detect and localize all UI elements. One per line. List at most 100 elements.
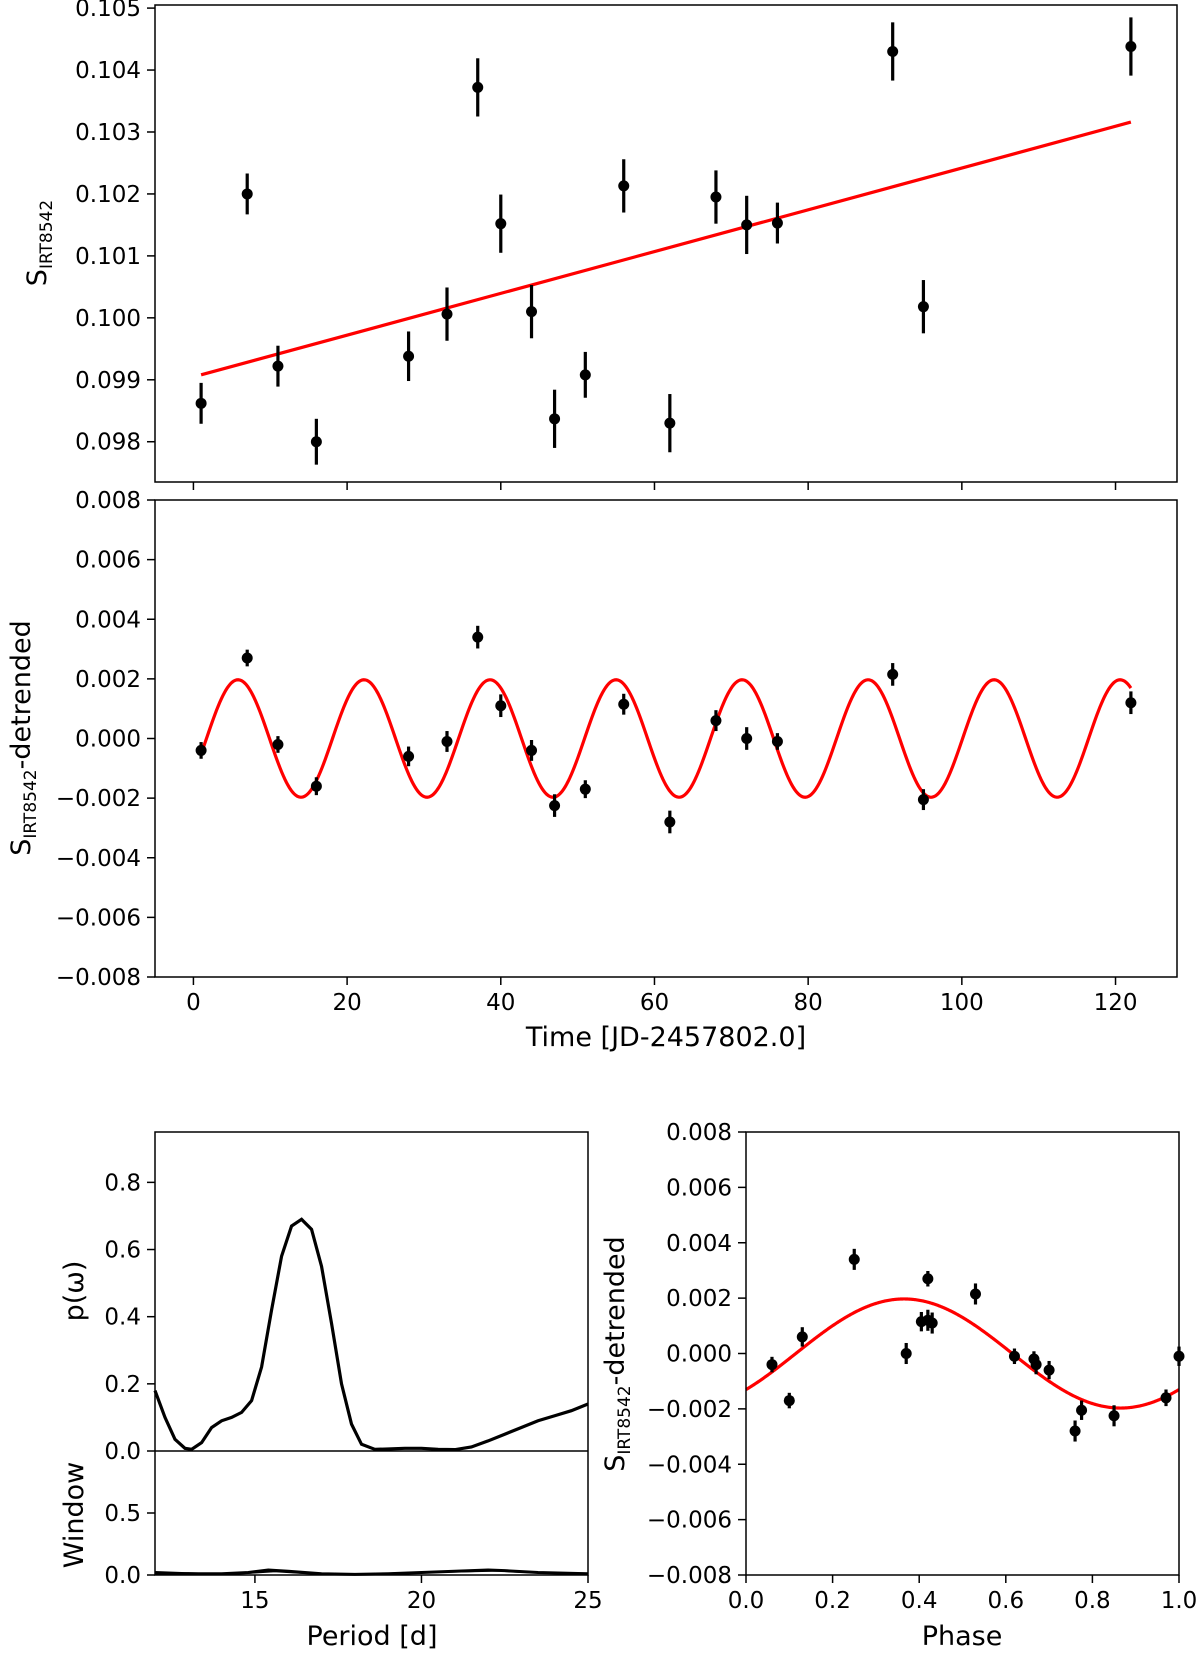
periodogram-y-ticks: 0.0 0.2 0.4 0.6 0.8 [104, 1170, 155, 1465]
middle-xtick-label: 120 [1094, 990, 1138, 1016]
top-point [441, 308, 453, 320]
phase-xtick-label: 0.6 [988, 1588, 1025, 1614]
top-point [549, 413, 561, 425]
middle-ytick-label: −0.006 [56, 905, 141, 931]
periodogram-ytick-label: 0.8 [104, 1170, 141, 1196]
middle-ytick-label: 0.006 [75, 548, 141, 574]
phase-point [1043, 1364, 1055, 1376]
top-ytick-label: 0.104 [75, 58, 141, 84]
periodogram-xtick-label: 20 [407, 1588, 436, 1614]
phase-axes-frame [745, 1131, 1180, 1576]
top-point [310, 436, 322, 448]
phase-y-ticks: −0.008 −0.006 −0.004 −0.002 0.000 0.002 0.004 0… [647, 1120, 746, 1589]
phase-ytick-label: 0.006 [666, 1175, 732, 1201]
middle-ytick-label: 0.008 [75, 488, 141, 514]
phase-point [969, 1288, 981, 1300]
middle-point [771, 735, 783, 747]
phase-ytick-label: 0.008 [666, 1120, 732, 1146]
phase-panel: 0.0 0.2 0.4 0.6 0.8 1.0 −0.008−0.006−0.004−0.… [600, 1120, 1197, 1652]
middle-point [549, 800, 561, 812]
top-y-ticks: 0.098 0.099 0.100 0.101 0.102 0.103 0.104 0.105 [75, 0, 155, 456]
phase-xtick-label: 0.4 [901, 1588, 938, 1614]
top-point [618, 180, 630, 192]
top-point [664, 417, 676, 429]
phase-point [1069, 1425, 1081, 1437]
middle-x-ticks: 0 20 40 60 80 100 120 [186, 977, 1137, 1016]
periodogram-x-axis-label: Period [d] [307, 1621, 438, 1652]
middle-point [741, 733, 753, 744]
middle-point [195, 744, 207, 756]
middle-point [526, 744, 538, 756]
middle-xtick-label: 0 [186, 990, 201, 1016]
phase-ytick-label: 0.004 [666, 1231, 732, 1257]
top-point [472, 81, 484, 93]
phase-ytick-label: 0.002 [666, 1286, 732, 1312]
middle-point [579, 783, 591, 795]
top-point [272, 360, 284, 372]
top-ytick-label: 0.100 [75, 306, 141, 332]
phase-xtick-label: 0.8 [1074, 1588, 1111, 1614]
periodogram-panel: 15 20 25 0.0 0.2 0.4 0.6 0.8 0.0 0.5 Period [d]… [59, 1131, 603, 1652]
middle-xtick-label: 40 [486, 990, 515, 1016]
phase-point [766, 1359, 778, 1371]
top-point [495, 218, 507, 230]
middle-xtick-label: 80 [794, 990, 823, 1016]
periodogram-xtick-label: 15 [240, 1588, 269, 1614]
middle-ytick-label: −0.004 [56, 846, 141, 872]
middle-xtick-label: 60 [640, 990, 669, 1016]
top-point [579, 369, 591, 381]
periodogram-xtick-label: 25 [573, 1588, 602, 1614]
periodogram-ytick-label: 0.2 [104, 1372, 141, 1398]
middle-point [618, 698, 630, 710]
phase-point [1108, 1410, 1120, 1422]
top-y-axis-label: SIRT8542 [22, 200, 57, 286]
middle-point [917, 794, 929, 806]
phase-y-axis-label: SIRT8542-detrended [600, 1236, 635, 1472]
phase-ytick-label: −0.004 [647, 1452, 732, 1478]
phase-ytick-label: −0.006 [647, 1508, 732, 1534]
middle-ytick-label: 0.000 [75, 727, 141, 753]
middle-point [664, 816, 676, 828]
phase-point [1008, 1350, 1020, 1362]
middle-xtick-label: 20 [332, 990, 361, 1016]
periodogram-axes-frame [154, 1131, 589, 1576]
middle-point [710, 715, 722, 727]
top-axes-frame [154, 4, 1178, 483]
phase-xtick-label: 0.0 [728, 1588, 765, 1614]
middle-ytick-label: 0.004 [75, 607, 141, 633]
middle-point [310, 780, 322, 792]
middle-x-axis-label: Time [JD-2457802.0] [525, 1022, 806, 1053]
window-ytick-label: 0.0 [104, 1563, 141, 1589]
top-point [917, 301, 929, 313]
top-data-points [195, 17, 1137, 465]
middle-xtick-label: 100 [940, 990, 984, 1016]
phase-xtick-label: 1.0 [1161, 1588, 1198, 1614]
phase-point [796, 1331, 808, 1343]
top-ytick-label: 0.101 [75, 244, 141, 270]
top-panel: 0.098 0.099 0.100 0.101 0.102 0.103 0.104 0.105… [22, 0, 1178, 490]
middle-ytick-label: −0.008 [56, 965, 141, 991]
phase-point [1030, 1359, 1042, 1371]
phase-point [922, 1273, 934, 1285]
middle-ytick-label: −0.002 [56, 786, 141, 812]
phase-x-axis-label: Phase [922, 1621, 1003, 1652]
middle-point [441, 735, 453, 747]
top-ytick-label: 0.105 [75, 0, 141, 22]
phase-xtick-label: 0.2 [814, 1588, 851, 1614]
middle-point [1125, 697, 1137, 709]
top-ytick-label: 0.103 [75, 120, 141, 146]
phase-point [926, 1317, 938, 1329]
top-point [403, 350, 415, 362]
periodogram-power-curve [153, 1217, 589, 1452]
middle-point [887, 668, 899, 680]
window-y-axis-label: Window [59, 1462, 90, 1568]
middle-point [241, 652, 253, 664]
top-point [526, 306, 538, 318]
middle-panel: 0 20 40 60 80 100 120 −0.008 −0.006 −0.004 −0.002… [6, 488, 1178, 1053]
top-point [771, 217, 783, 229]
middle-y-ticks: −0.008 −0.006 −0.004 −0.002 0.000 0.002 0.004 0… [56, 488, 155, 991]
periodogram-x-ticks: 15 20 25 [240, 1575, 603, 1614]
periodogram-ytick-label: 0.6 [104, 1238, 141, 1264]
middle-sine-fit-curve [199, 678, 1133, 799]
